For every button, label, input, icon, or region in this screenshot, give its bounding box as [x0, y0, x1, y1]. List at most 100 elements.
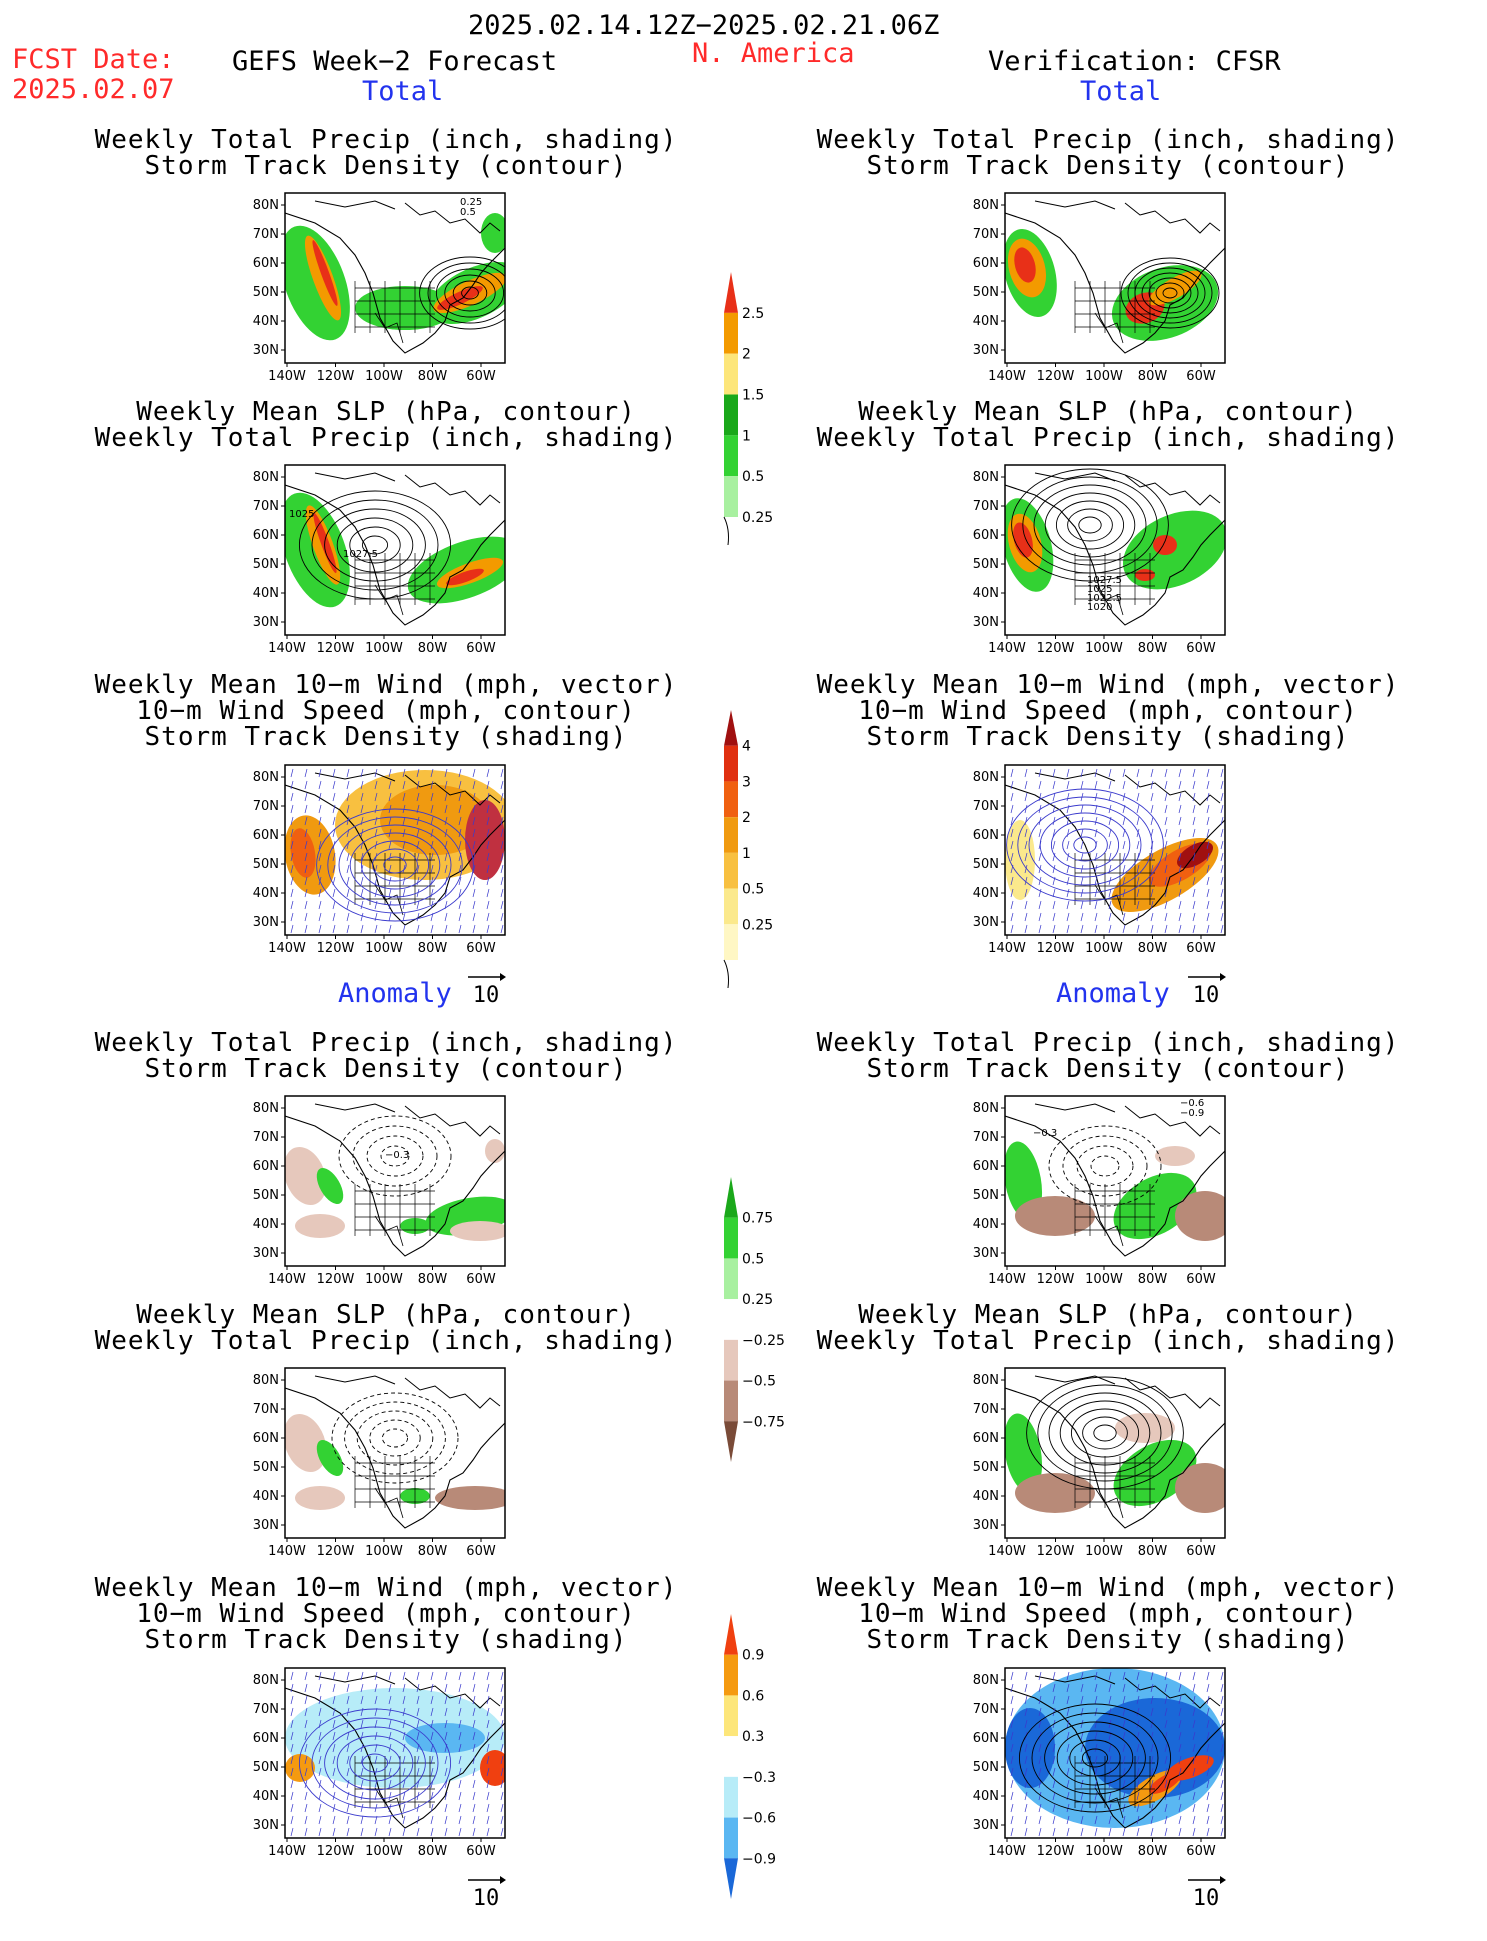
contour-label: −0.6: [1180, 1098, 1204, 1109]
colorbar-swatch: [724, 353, 738, 395]
lat-tick-label: 80N: [973, 1373, 999, 1388]
colorbar-swatch: [724, 1421, 738, 1462]
colorbar-label: 2.5: [742, 306, 764, 322]
section-total-left: Total: [362, 76, 444, 107]
lat-tick-label: 40N: [253, 1217, 279, 1232]
colorbar-label: −0.3: [742, 1770, 776, 1786]
lat-tick-label: 40N: [973, 1217, 999, 1232]
colorbar-label: −0.9: [742, 1851, 776, 1867]
lon-tick-label: 120W: [1037, 1272, 1075, 1287]
lon-tick-label: 100W: [365, 941, 403, 956]
fcst-anom-precip-title: Weekly Total Precip (inch, shading) Storm…: [94, 1028, 678, 1084]
shading-region: [1175, 1191, 1225, 1241]
contour-label: 0.5: [460, 207, 476, 218]
contour-label: 1020: [1087, 602, 1112, 613]
lat-tick-label: 60N: [253, 256, 279, 271]
fcst-date-label: FCST Date:: [12, 44, 175, 75]
lat-tick-label: 60N: [973, 828, 999, 843]
contour-label: 1022.5: [1087, 593, 1122, 604]
verification-title: Verification: CFSR: [988, 46, 1281, 77]
contour-label: 1025: [1087, 584, 1112, 595]
lon-tick-label: 80W: [418, 1544, 448, 1559]
contour-label: −0.3: [385, 1150, 409, 1161]
map-obs-total-slp: 1027.5 1025 1022.5 1020 80N 70N 60N 50N 40N 30N 14…: [967, 463, 1231, 659]
colorbar-precip-total: 2.5 2 1.5 1 0.5 0.25: [720, 270, 800, 559]
map-fcst-anom-slp: 80N 70N 60N 50N 40N 30N 140W 120W 100W 80W 60W: [247, 1366, 511, 1562]
lon-tick-label: 140W: [988, 641, 1026, 656]
lon-tick-label: 80W: [418, 1272, 448, 1287]
lat-tick-label: 60N: [973, 1431, 999, 1446]
lon-tick-label: 100W: [1085, 369, 1123, 384]
lat-tick-label: 60N: [973, 1731, 999, 1746]
lat-tick-label: 50N: [253, 285, 279, 300]
lat-tick-label: 50N: [973, 285, 999, 300]
shading-region: [1176, 841, 1214, 869]
lat-tick-label: 40N: [253, 586, 279, 601]
colorbar-label: 0.3: [742, 1729, 764, 1745]
colorbar-label: −0.75: [742, 1414, 785, 1430]
contour-label: −0.9: [1180, 1108, 1204, 1119]
shading-region: [480, 1750, 505, 1786]
lon-tick-label: 120W: [317, 941, 355, 956]
map-fcst-anom-wind: 80N 70N 60N 50N 40N 30N 140W 120W 100W 80W 60W: [247, 1666, 511, 1862]
colorbar-swatch: [724, 1177, 738, 1218]
lat-tick-label: 80N: [253, 1673, 279, 1688]
colorbar-swatch: [724, 1858, 738, 1899]
lat-tick-label: 30N: [973, 615, 999, 630]
lon-tick-label: 60W: [466, 641, 496, 656]
colorbar-label: 4: [742, 739, 751, 755]
colorbar-swatch: [724, 1654, 738, 1696]
map-fcst-total-slp: 1025 1027.5 80N 70N 60N 50N 40N 30N 140W 120W 100W…: [247, 463, 511, 659]
lat-tick-label: 60N: [253, 1159, 279, 1174]
lat-tick-label: 80N: [973, 470, 999, 485]
lon-tick-label: 140W: [268, 1544, 306, 1559]
shading-region: [316, 1439, 344, 1477]
lat-tick-label: 40N: [973, 1489, 999, 1504]
lat-tick-label: 70N: [973, 1702, 999, 1717]
colorbar-swatch: [724, 817, 738, 853]
map-obs-total-wind: 80N 70N 60N 50N 40N 30N 140W 120W 100W 80W 60W: [967, 763, 1231, 959]
lon-tick-label: 140W: [988, 1844, 1026, 1859]
lat-tick-label: 60N: [253, 528, 279, 543]
lat-tick-label: 80N: [253, 1373, 279, 1388]
lat-tick-label: 50N: [973, 1460, 999, 1475]
lat-tick-label: 30N: [253, 1818, 279, 1833]
shading-region: [450, 1221, 505, 1241]
colorbar-label: 2: [742, 347, 751, 363]
map-obs-anom-slp: 80N 70N 60N 50N 40N 30N 140W 120W 100W 80W 60W: [967, 1366, 1231, 1562]
lon-tick-label: 80W: [1138, 641, 1168, 656]
colorbar-track-total: 4 3 2 1 0.5 0.25: [720, 708, 800, 1002]
lat-tick-label: 60N: [973, 256, 999, 271]
lon-tick-label: 100W: [365, 1544, 403, 1559]
lat-tick-label: 30N: [973, 1818, 999, 1833]
fcst-total-slp-title: Weekly Mean SLP (hPa, contour) Weekly Tot…: [94, 397, 678, 453]
shading-region: [295, 1486, 345, 1510]
obs-total-slp-title: Weekly Mean SLP (hPa, contour) Weekly Tot…: [816, 397, 1400, 453]
shading-region: [435, 1486, 505, 1510]
lat-tick-label: 50N: [973, 557, 999, 572]
lat-tick-label: 70N: [973, 1130, 999, 1145]
colorbar-label: 0.5: [742, 469, 764, 485]
section-anomaly-left: Anomaly: [338, 978, 452, 1009]
vector-ref-obs-anom: 10: [1186, 1871, 1226, 1915]
lat-tick-label: 50N: [973, 1188, 999, 1203]
lat-tick-label: 70N: [253, 227, 279, 242]
lon-tick-label: 80W: [418, 941, 448, 956]
vector-ref-obs-total: 10: [1186, 968, 1226, 1012]
shading-region: [481, 213, 505, 253]
map-obs-anom-wind: 80N 70N 60N 50N 40N 30N 140W 120W 100W 80W 60W: [967, 1666, 1231, 1862]
colorbar-label: −0.6: [742, 1811, 776, 1827]
fcst-total-precip-title: Weekly Total Precip (inch, shading) Storm…: [94, 125, 678, 181]
lat-tick-label: 80N: [973, 1101, 999, 1116]
lat-tick-label: 60N: [973, 1159, 999, 1174]
lat-tick-label: 30N: [253, 915, 279, 930]
colorbar-label: 2: [742, 810, 751, 826]
lon-tick-label: 140W: [268, 1272, 306, 1287]
lon-tick-label: 120W: [1037, 941, 1075, 956]
fcst-date-value: 2025.02.07: [12, 74, 175, 105]
lat-tick-label: 70N: [973, 799, 999, 814]
colorbar-swatch: [724, 476, 738, 517]
lat-tick-label: 50N: [253, 1460, 279, 1475]
lon-tick-label: 80W: [1138, 941, 1168, 956]
obs-total-wind-title: Weekly Mean 10−m Wind (mph, vector) 10−m …: [816, 670, 1400, 752]
